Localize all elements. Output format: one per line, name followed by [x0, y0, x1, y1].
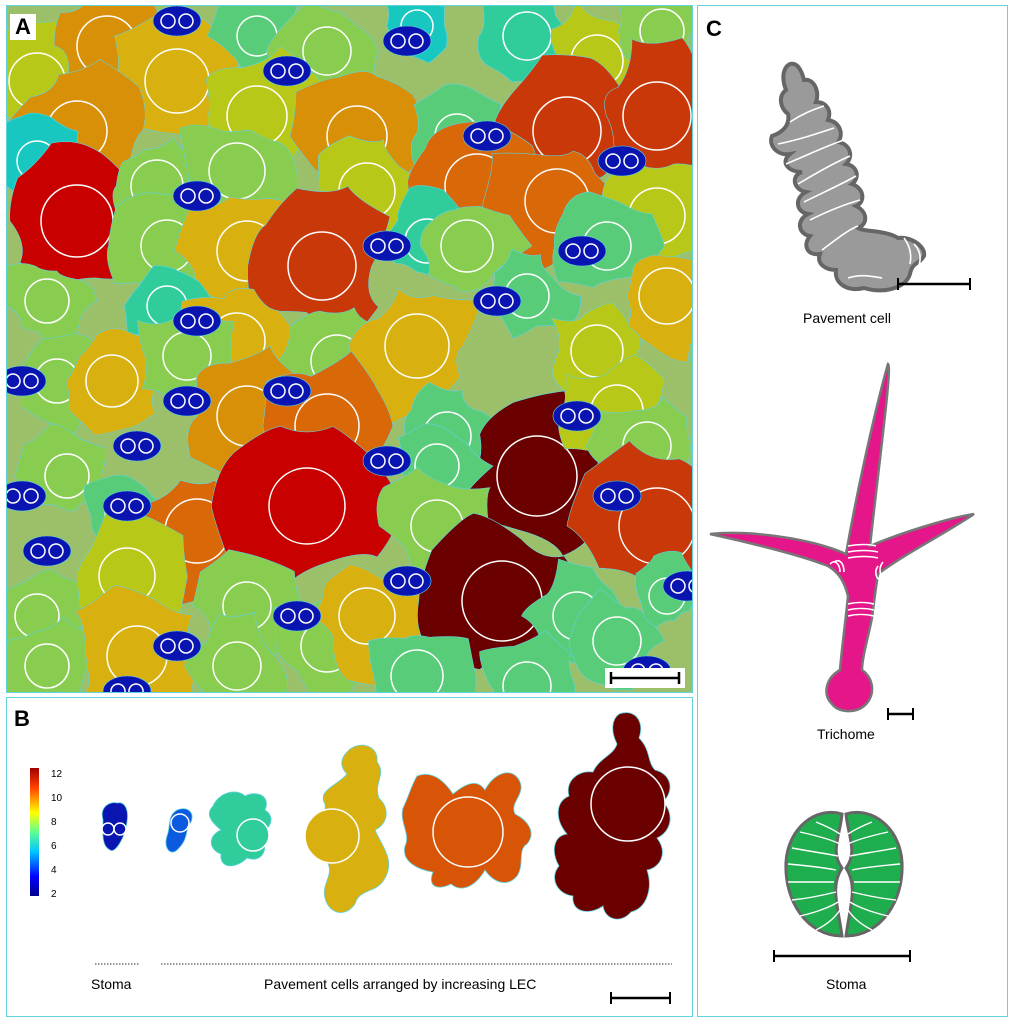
- stoma-cell: [382, 25, 432, 57]
- stoma-cell: [22, 535, 72, 567]
- lec-colorbar: [30, 768, 39, 896]
- pavement-caption-c: Pavement cell: [803, 310, 891, 326]
- pavement-cell-diagram: [769, 61, 971, 293]
- stoma-cell: [662, 570, 692, 602]
- pavement-cell: [479, 630, 576, 692]
- cell-types-svg: [709, 61, 975, 962]
- stoma-cell: [272, 600, 322, 632]
- pavement-cell: [368, 635, 477, 692]
- cell-series-svg: 12 10 8 6 4 2: [30, 712, 672, 1004]
- pavement-cell-lec-1: [165, 808, 193, 853]
- panel-c-cell-types: [697, 5, 1008, 1017]
- stoma-diagram: [773, 810, 911, 962]
- scale-bar-a: [609, 672, 681, 684]
- panel-a-tissue-map: [6, 5, 693, 693]
- pavement-cell-lec-4: [401, 772, 532, 889]
- stoma-cell: [557, 235, 607, 267]
- pavement-cell: [7, 616, 92, 692]
- tissue-map-svg: [7, 6, 692, 692]
- stoma-cell: [102, 490, 152, 522]
- pavement-cell-lec-3: [304, 744, 390, 913]
- pavement-cell: [624, 254, 692, 363]
- stoma-cell: [472, 285, 522, 317]
- colorbar-tick: 12: [51, 769, 63, 780]
- stoma-caption-b: Stoma: [91, 976, 132, 992]
- pavement-cell: [210, 425, 401, 594]
- stoma-cell: [462, 120, 512, 152]
- trichome-diagram: [709, 362, 975, 720]
- stoma-cell: [597, 145, 647, 177]
- stoma-cell: [362, 230, 412, 262]
- pavement-cell-lec-5: [553, 712, 671, 920]
- stoma-cell: [262, 55, 312, 87]
- stoma-cell: [552, 400, 602, 432]
- stoma-cell: [382, 565, 432, 597]
- colorbar-tick: 4: [51, 865, 57, 876]
- stoma-cell: [112, 430, 162, 462]
- stoma-cell: [152, 630, 202, 662]
- panel-a-label: A: [10, 14, 36, 40]
- pavement-caption-b: Pavement cells arranged by increasing LE…: [264, 976, 537, 992]
- stoma-caption-c: Stoma: [826, 976, 867, 992]
- stoma-cell: [152, 6, 202, 37]
- stoma-cell: [592, 480, 642, 512]
- pavement-cell: [74, 584, 196, 692]
- panel-b-label: B: [14, 706, 30, 731]
- panel-c-label: C: [706, 16, 722, 41]
- pavement-cell-lec-2: [208, 791, 272, 867]
- stoma-cell: [101, 802, 128, 852]
- panel-b-cell-series: 12 10 8 6 4 2: [6, 697, 693, 1017]
- stoma-cell: [162, 385, 212, 417]
- stoma-cell: [262, 375, 312, 407]
- pavement-cell: [247, 185, 391, 347]
- trichome-caption-c: Trichome: [817, 726, 875, 742]
- stoma-cell: [7, 365, 47, 397]
- colorbar-tick: 8: [51, 817, 57, 828]
- pavement-cell: [419, 206, 533, 292]
- stoma-cell: [172, 305, 222, 337]
- pavement-cell: [7, 263, 97, 352]
- colorbar-tick: 2: [51, 889, 57, 900]
- stoma-cell: [102, 675, 152, 692]
- pavement-cell: [566, 440, 692, 590]
- pavement-cell: [348, 287, 483, 424]
- colorbar-tick: 6: [51, 841, 57, 852]
- pavement-cell: [184, 611, 288, 692]
- colorbar-tick: 10: [51, 793, 63, 804]
- stoma-cell: [172, 180, 222, 212]
- stoma-cell: [7, 480, 47, 512]
- stoma-cell: [362, 445, 412, 477]
- pavement-cell: [65, 328, 164, 436]
